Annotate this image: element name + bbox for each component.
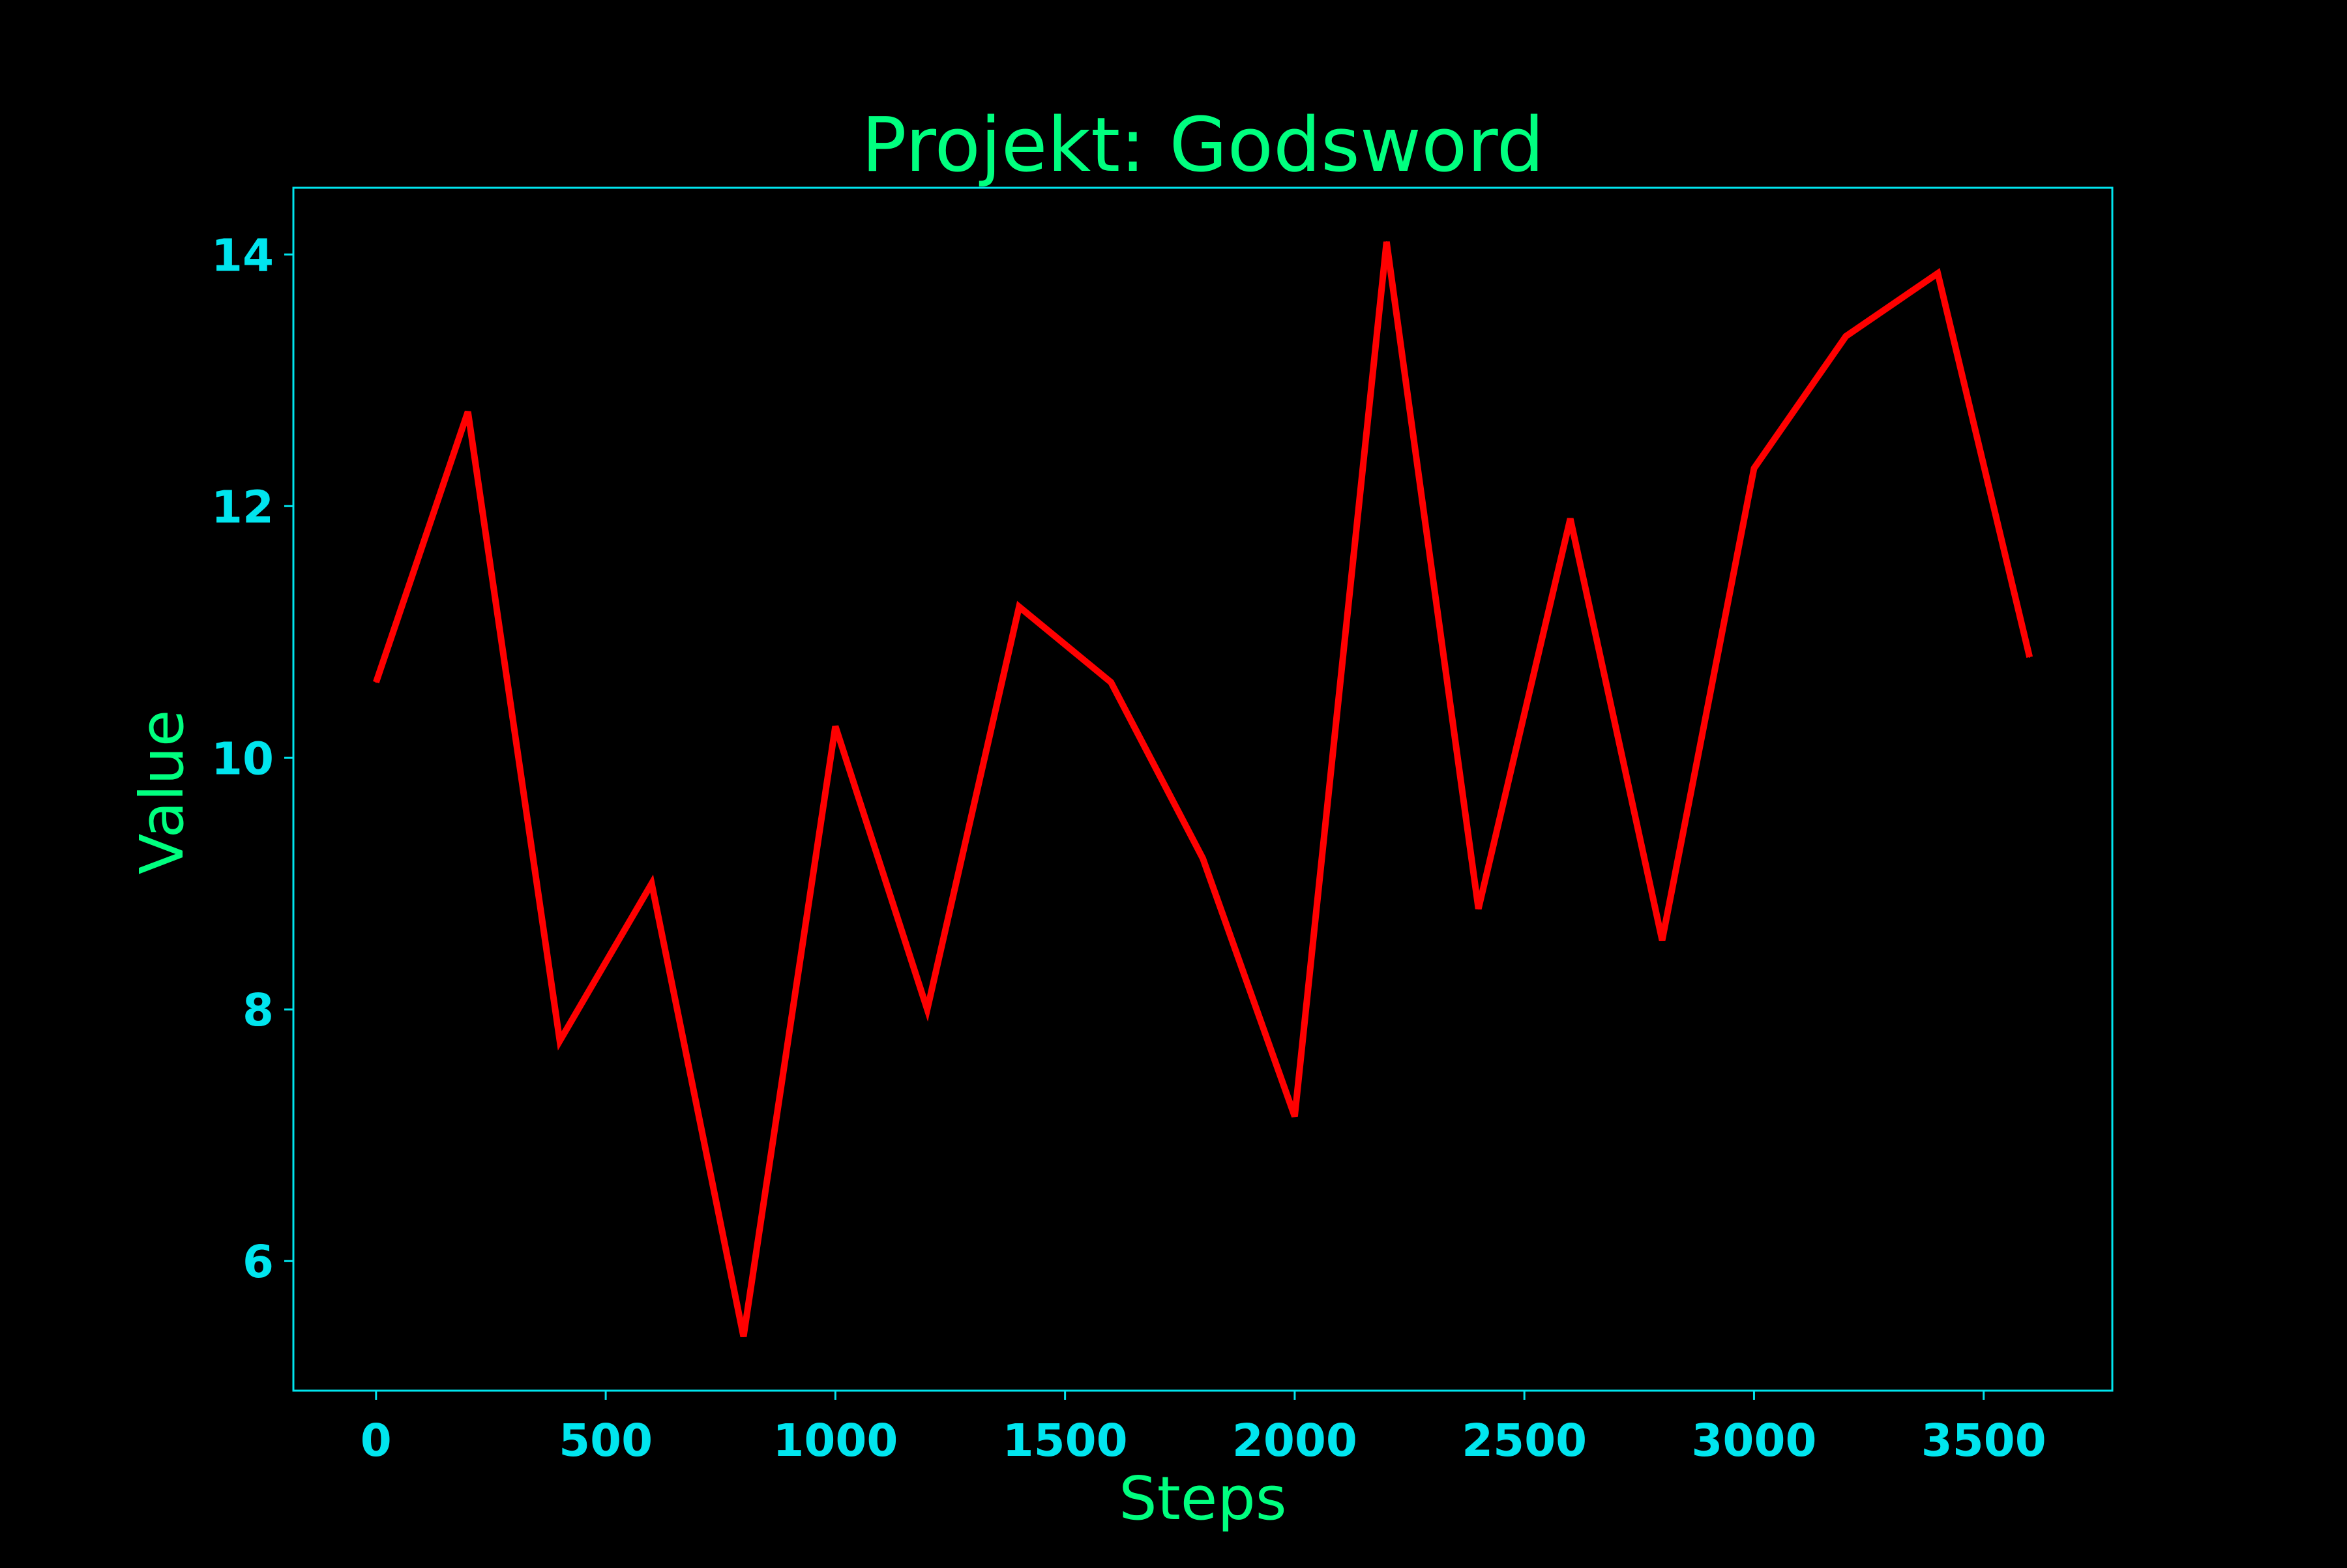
data-point: [1753, 467, 1755, 469]
y-tick-label: 12: [211, 481, 274, 533]
x-tick-label: 3000: [1691, 1415, 1816, 1467]
data-point: [834, 726, 836, 728]
data-point: [1110, 681, 1112, 683]
x-tick-label: 0: [361, 1415, 392, 1467]
y-tick-label: 10: [211, 733, 274, 785]
chart-title: Projekt: Godsword: [861, 102, 1544, 189]
data-point: [743, 1336, 745, 1338]
data-point: [1018, 606, 1020, 608]
data-point: [1293, 1116, 1295, 1117]
data-point: [559, 1040, 561, 1042]
x-tick-label: 3500: [1921, 1415, 2046, 1467]
x-tick-label: 1000: [773, 1415, 898, 1467]
data-point: [1385, 241, 1387, 243]
series-line: [373, 241, 2033, 1338]
data-point: [375, 681, 377, 683]
ticks-layer: 0 500 1000 1500 2000 2500 3000 3500 6 8 10 12 14: [211, 229, 2046, 1467]
y-tick-label: 14: [211, 229, 274, 282]
data-point: [1477, 908, 1479, 910]
y-tick-label: 8: [243, 984, 274, 1037]
data-point: [1845, 335, 1847, 337]
data-point: [1937, 273, 1939, 274]
x-tick-label: 1500: [1003, 1415, 1128, 1467]
data-point: [467, 411, 469, 413]
x-tick-label: 500: [559, 1415, 653, 1467]
x-tick-label: 2000: [1232, 1415, 1357, 1467]
x-tick-label: 2500: [1462, 1415, 1587, 1467]
data-point: [1569, 518, 1571, 520]
data-point: [926, 1009, 928, 1011]
data-point: [1661, 939, 1663, 941]
data-point: [2029, 656, 2031, 658]
y-axis-label: Value: [127, 710, 197, 875]
series-layer: [373, 241, 2033, 1338]
data-point: [1202, 857, 1203, 859]
data-point: [651, 883, 653, 885]
x-axis-label: Steps: [1119, 1464, 1286, 1533]
plot-frame: [292, 186, 2114, 1392]
y-tick-label: 6: [243, 1236, 274, 1288]
